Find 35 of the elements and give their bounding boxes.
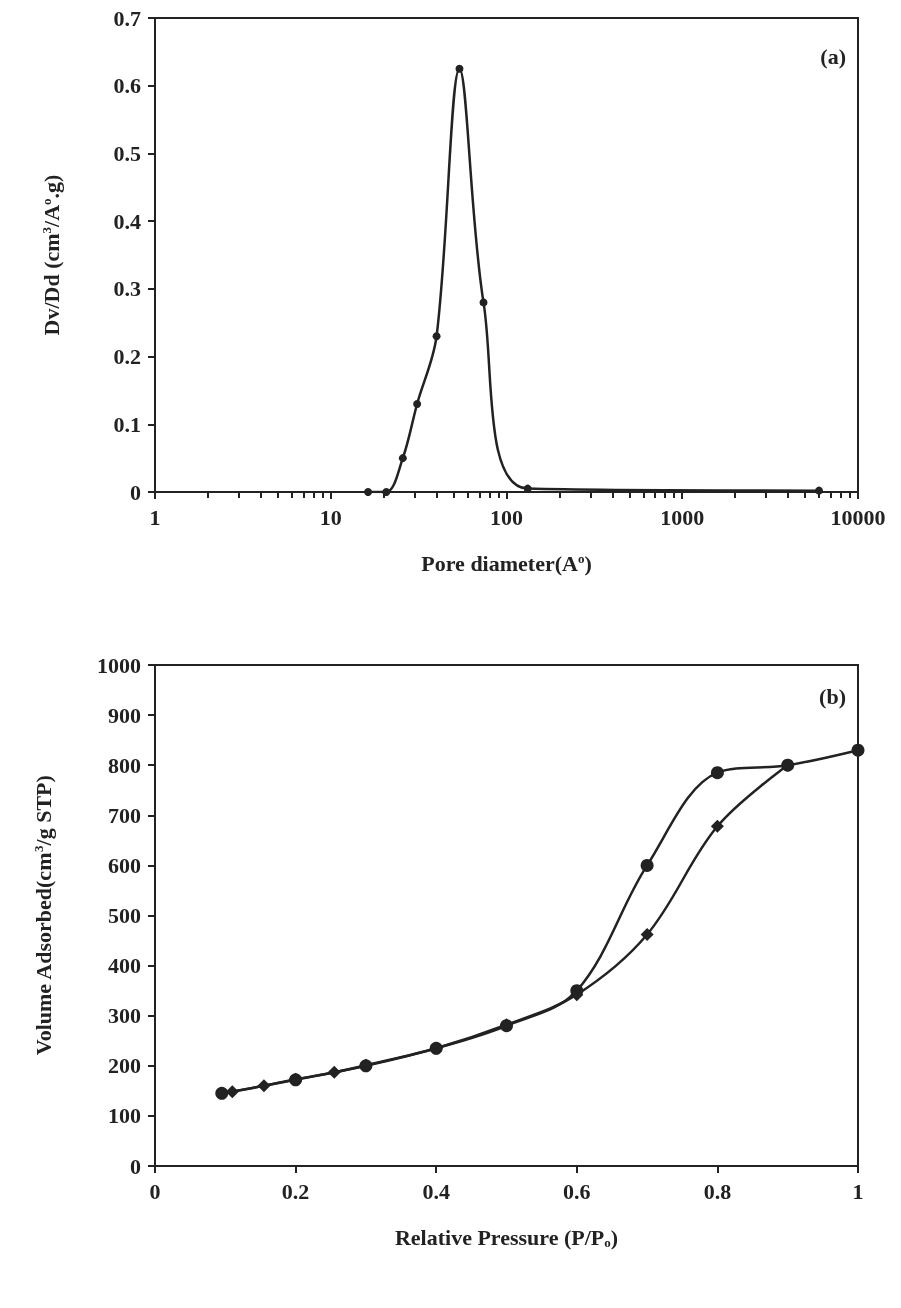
x-tick-label: 1000 — [660, 504, 705, 530]
y-tick-label: 200 — [108, 1053, 141, 1079]
y-tick-label: 800 — [108, 752, 141, 778]
y-tick-label: 0.5 — [113, 140, 141, 166]
x-tick-label: 0.4 — [422, 1178, 450, 1204]
x-tick-label: 0 — [149, 1178, 161, 1204]
x-tick-label: 1 — [149, 504, 161, 530]
y-tick-label: 0.7 — [113, 5, 141, 31]
y-tick-label: 0 — [130, 479, 141, 505]
x-tick-label: 1 — [852, 1178, 864, 1204]
y-tick-label: 0.4 — [113, 208, 141, 234]
y-axis-title: Dv/Dd (cm3/Ao.g) — [39, 174, 64, 336]
x-tick-label: 0.2 — [281, 1178, 310, 1204]
y-tick-label: 0.6 — [113, 73, 141, 99]
y-tick-label: 900 — [108, 702, 141, 728]
y-tick-label: 700 — [108, 802, 141, 828]
y-tick-label: 600 — [108, 852, 141, 878]
y-tick-label: 0.2 — [113, 344, 141, 370]
x-tick-label: 0.6 — [563, 1178, 591, 1204]
x-axis-title: Relative Pressure (P/Po) — [394, 1225, 619, 1250]
y-tick-label: 0 — [130, 1153, 141, 1179]
y-tick-label: 500 — [108, 903, 141, 928]
x-tick-label: 10 — [319, 504, 342, 530]
annotation: (b) — [819, 683, 846, 709]
x-tick-label: 100 — [490, 504, 523, 530]
annotation: (a) — [820, 43, 846, 69]
x-tick-label: 10000 — [830, 504, 886, 530]
x-tick-label: 0.8 — [703, 1178, 732, 1204]
y-tick-label: 100 — [108, 1103, 141, 1129]
y-tick-label: 300 — [108, 1003, 141, 1029]
y-tick-label: 400 — [108, 953, 141, 979]
y-tick-label: 0.3 — [113, 276, 141, 302]
y-axis-title: Volume Adsorbed(cm3/g STP) — [31, 775, 56, 1056]
y-tick-label: 0.1 — [113, 411, 141, 437]
y-tick-label: 1000 — [97, 652, 141, 678]
